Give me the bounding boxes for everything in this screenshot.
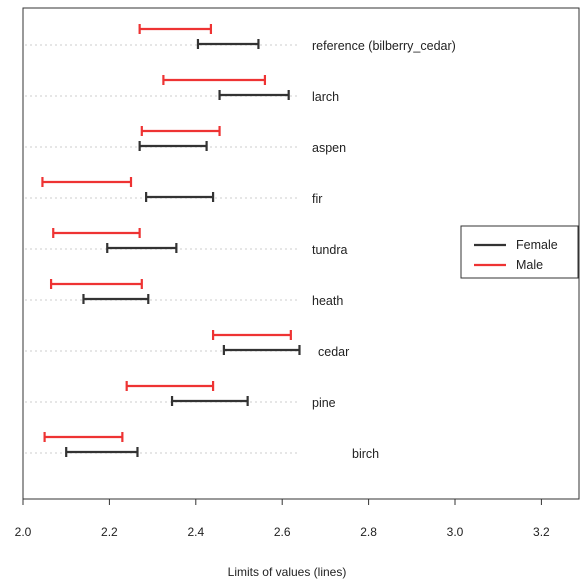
- interval-male-heath: [49, 279, 143, 289]
- interval-bars: [41, 24, 301, 457]
- category-label-fir: fir: [312, 192, 322, 206]
- interval-male-cedar: [211, 330, 292, 340]
- plot-frame: [22, 7, 580, 500]
- legend-label-female: Female: [516, 238, 558, 252]
- interval-female-tundra: [106, 243, 178, 253]
- x-axis-title: Limits of values (lines): [228, 565, 347, 579]
- x-tick-label: 2.4: [187, 525, 204, 539]
- category-label-birch: birch: [352, 447, 379, 461]
- x-tick-label: 2.0: [15, 525, 32, 539]
- interval-female-larch: [218, 90, 290, 100]
- category-labels: reference (bilberry_cedar)larch aspen fir t…: [312, 39, 456, 461]
- x-tick-label: 3.0: [447, 525, 464, 539]
- legend: Female Male: [460, 225, 579, 279]
- category-label-larch: larch: [312, 90, 339, 104]
- interval-female-aspen: [138, 141, 208, 151]
- category-label-pine: pine: [312, 396, 336, 410]
- legend-label-male: Male: [516, 258, 543, 272]
- interval-female-reference-bilberry-cedar-: [196, 39, 260, 49]
- interval-male-larch: [162, 75, 267, 85]
- category-label-heath: heath: [312, 294, 343, 308]
- x-axis: 2.0 2.2 2.4 2.6 2.8 3.0 3.2: [15, 499, 550, 539]
- interval-female-fir: [145, 192, 215, 202]
- interval-female-birch: [65, 447, 139, 457]
- interval-male-reference-bilberry-cedar-: [138, 24, 213, 34]
- interval-female-heath: [82, 294, 150, 304]
- category-label-cedar: cedar: [318, 345, 349, 359]
- interval-female-cedar: [222, 345, 301, 355]
- interval-male-fir: [41, 177, 133, 187]
- interval-male-birch: [43, 432, 124, 442]
- category-label-aspen: aspen: [312, 141, 346, 155]
- x-tick-label: 2.8: [360, 525, 377, 539]
- x-tick-label: 2.2: [101, 525, 118, 539]
- category-label-tundra: tundra: [312, 243, 347, 257]
- interval-female-pine: [170, 396, 249, 406]
- interval-male-aspen: [140, 126, 221, 136]
- x-tick-label: 3.2: [533, 525, 550, 539]
- category-label-reference-bilberry-cedar-: reference (bilberry_cedar): [312, 39, 456, 53]
- interval-male-pine: [125, 381, 215, 391]
- x-tick-label: 2.6: [274, 525, 291, 539]
- legend-box: [460, 225, 579, 279]
- interval-male-tundra: [52, 228, 141, 238]
